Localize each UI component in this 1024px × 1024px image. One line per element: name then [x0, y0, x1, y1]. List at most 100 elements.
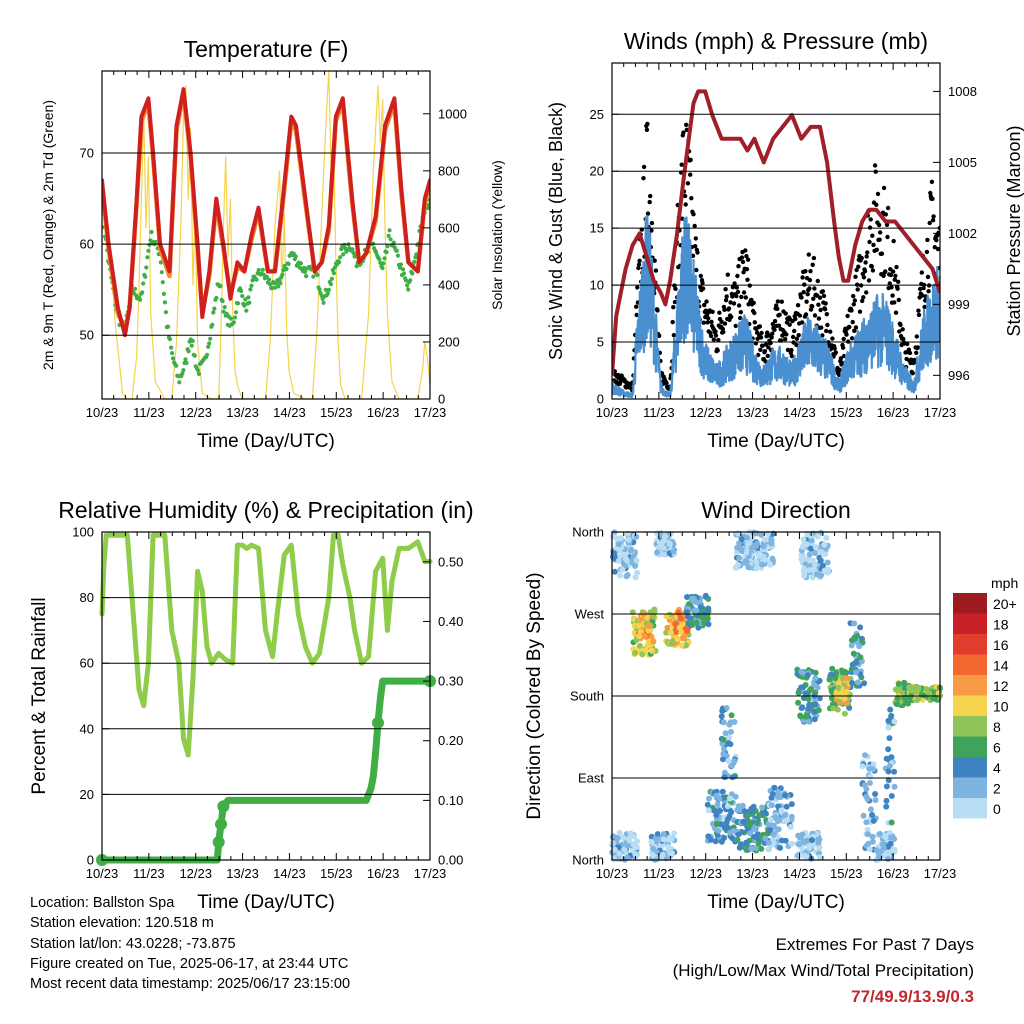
- direction-point: [880, 844, 887, 851]
- direction-point: [752, 845, 759, 851]
- gust-point: [783, 337, 788, 342]
- direction-point: [812, 701, 819, 708]
- gust-point: [867, 239, 872, 245]
- direction-point: [631, 833, 638, 840]
- direction-point: [816, 695, 823, 702]
- direction-point: [668, 850, 675, 857]
- direction-point: [902, 699, 909, 706]
- direction-point: [872, 797, 879, 804]
- gust-point: [840, 345, 846, 350]
- gust-point: [672, 299, 678, 305]
- direction-point: [718, 713, 725, 720]
- dewpoint-point: [382, 256, 387, 261]
- gust-point: [857, 309, 863, 314]
- gust-point: [863, 260, 868, 265]
- direction-point: [699, 614, 706, 621]
- gust-point: [655, 308, 660, 313]
- direction-point: [799, 831, 806, 838]
- dewpoint-point: [260, 267, 265, 272]
- gust-point: [794, 336, 800, 341]
- gust-point: [664, 380, 669, 386]
- gust-point: [879, 251, 885, 256]
- chart-title: Temperature (F): [184, 36, 349, 62]
- direction-point: [666, 617, 673, 624]
- direction-point: [759, 804, 765, 811]
- gust-point: [711, 337, 716, 342]
- direction-point: [885, 768, 892, 775]
- direction-point: [828, 687, 835, 694]
- direction-point: [748, 544, 755, 551]
- direction-point: [616, 829, 623, 836]
- colorbar-label: 14: [993, 658, 1009, 674]
- direction-point: [830, 705, 837, 712]
- direction-point: [848, 666, 855, 673]
- dewpoint-point: [286, 261, 291, 266]
- y2-tick-label: 0.10: [438, 793, 463, 808]
- dewpoint-point: [256, 268, 261, 273]
- direction-point: [769, 802, 775, 809]
- extremes-title: Extremes For Past 7 Days: [775, 935, 974, 954]
- direction-point: [835, 684, 842, 691]
- gust-point: [859, 255, 864, 261]
- gust-point: [900, 327, 905, 332]
- x-tick-label: 11/23: [133, 866, 165, 881]
- direction-point: [664, 624, 671, 631]
- direction-point: [705, 807, 712, 814]
- created-text: Figure created on Tue, 2025-06-17, at 23…: [30, 955, 349, 972]
- gust-point: [850, 319, 855, 325]
- direction-point: [660, 831, 667, 838]
- direction-point: [886, 763, 893, 770]
- direction-point: [619, 566, 626, 573]
- direction-point: [849, 680, 856, 686]
- gust-point: [810, 304, 815, 309]
- colorbar-label: 12: [993, 678, 1009, 694]
- dewpoint-point: [247, 300, 252, 305]
- direction-point: [769, 555, 776, 562]
- gust-point: [888, 272, 894, 278]
- gust-point: [898, 322, 903, 328]
- gust-point: [925, 237, 930, 243]
- gust-point: [751, 300, 756, 306]
- direction-point: [751, 826, 757, 833]
- dewpoint-point: [196, 371, 201, 376]
- direction-point: [775, 803, 782, 810]
- gust-point: [804, 299, 809, 304]
- direction-point: [829, 665, 836, 672]
- dewpoint-point: [323, 287, 328, 292]
- direction-point: [758, 845, 765, 852]
- direction-point: [832, 675, 839, 681]
- dewpoint-point: [221, 309, 226, 314]
- direction-point: [711, 807, 718, 814]
- gust-point: [769, 335, 774, 340]
- gust-point: [853, 274, 858, 279]
- gust-point: [743, 248, 748, 253]
- dewpoint-point: [328, 282, 333, 287]
- gust-point: [878, 230, 883, 235]
- direction-point: [806, 844, 813, 851]
- plot-area: [102, 71, 430, 399]
- direction-point: [672, 620, 679, 627]
- gust-point: [649, 228, 654, 233]
- direction-point: [906, 684, 913, 691]
- gust-point: [723, 287, 728, 292]
- extremes-box: Extremes For Past 7 Days (High/Low/Max W…: [673, 932, 974, 1010]
- direction-point: [667, 629, 674, 636]
- direction-point: [810, 557, 816, 564]
- direction-point: [684, 594, 690, 600]
- direction-point: [705, 605, 712, 612]
- gust-point: [820, 333, 825, 338]
- colorbar-swatch: [953, 777, 987, 798]
- direction-point: [901, 679, 908, 686]
- direction-point: [666, 541, 673, 547]
- direction-point: [623, 556, 630, 563]
- gust-point: [849, 308, 854, 313]
- colorbar-swatch: [953, 634, 987, 655]
- gust-point: [876, 222, 882, 228]
- chart-title: Wind Direction: [701, 497, 851, 523]
- gust-point: [855, 287, 860, 292]
- direction-point: [743, 549, 750, 556]
- direction-point: [823, 534, 830, 541]
- dewpoint-point: [387, 228, 392, 233]
- direction-point: [720, 751, 727, 758]
- direction-point: [835, 680, 842, 687]
